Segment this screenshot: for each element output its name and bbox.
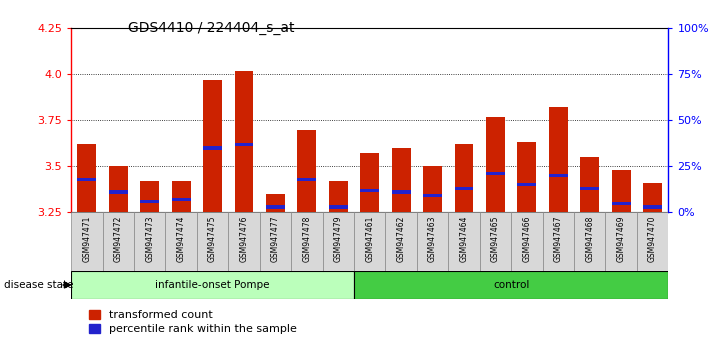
Text: GSM947478: GSM947478: [302, 215, 311, 262]
FancyBboxPatch shape: [574, 212, 606, 271]
Bar: [454, 144, 474, 212]
Bar: [486, 117, 505, 212]
Bar: [297, 178, 316, 181]
Bar: [518, 183, 536, 187]
Bar: [611, 170, 631, 212]
Bar: [423, 166, 442, 212]
Bar: [549, 108, 568, 212]
FancyBboxPatch shape: [71, 271, 354, 299]
FancyBboxPatch shape: [228, 212, 260, 271]
Bar: [235, 71, 253, 212]
Text: control: control: [493, 280, 530, 290]
Text: disease state: disease state: [4, 280, 73, 290]
FancyBboxPatch shape: [102, 212, 134, 271]
FancyBboxPatch shape: [354, 212, 385, 271]
Bar: [392, 190, 410, 194]
FancyBboxPatch shape: [637, 212, 668, 271]
Text: GSM947471: GSM947471: [82, 215, 91, 262]
Bar: [109, 190, 128, 194]
Text: GSM947479: GSM947479: [333, 215, 343, 262]
Bar: [518, 142, 536, 212]
Bar: [360, 154, 379, 212]
Bar: [203, 146, 222, 150]
Text: GSM947476: GSM947476: [240, 215, 248, 262]
Bar: [549, 174, 568, 177]
Bar: [392, 148, 410, 212]
Bar: [297, 130, 316, 212]
Text: GSM947467: GSM947467: [554, 215, 563, 262]
Text: GSM947462: GSM947462: [397, 215, 406, 262]
Bar: [203, 80, 222, 212]
Text: GSM947468: GSM947468: [585, 215, 594, 262]
Bar: [423, 194, 442, 198]
Text: GDS4410 / 224404_s_at: GDS4410 / 224404_s_at: [128, 21, 294, 35]
Text: infantile-onset Pompe: infantile-onset Pompe: [155, 280, 269, 290]
Bar: [360, 189, 379, 192]
Bar: [109, 166, 128, 212]
Bar: [643, 183, 662, 212]
Bar: [266, 194, 285, 212]
Text: GSM947461: GSM947461: [365, 215, 374, 262]
Text: GSM947472: GSM947472: [114, 215, 123, 262]
FancyBboxPatch shape: [166, 212, 197, 271]
Bar: [580, 157, 599, 212]
Text: GSM947477: GSM947477: [271, 215, 280, 262]
FancyBboxPatch shape: [480, 212, 511, 271]
Bar: [486, 172, 505, 175]
Bar: [611, 201, 631, 205]
FancyBboxPatch shape: [606, 212, 637, 271]
Bar: [329, 205, 348, 209]
FancyBboxPatch shape: [449, 212, 480, 271]
Bar: [77, 178, 96, 181]
FancyBboxPatch shape: [260, 212, 291, 271]
Bar: [140, 200, 159, 203]
Bar: [580, 187, 599, 190]
Bar: [329, 181, 348, 212]
Text: GSM947463: GSM947463: [428, 215, 437, 262]
Text: GSM947475: GSM947475: [208, 215, 217, 262]
FancyBboxPatch shape: [354, 271, 668, 299]
Legend: transformed count, percentile rank within the sample: transformed count, percentile rank withi…: [89, 310, 296, 334]
Text: GSM947470: GSM947470: [648, 215, 657, 262]
FancyBboxPatch shape: [134, 212, 166, 271]
Bar: [77, 144, 96, 212]
Bar: [171, 181, 191, 212]
FancyBboxPatch shape: [71, 212, 102, 271]
FancyBboxPatch shape: [323, 212, 354, 271]
FancyBboxPatch shape: [417, 212, 449, 271]
Text: GSM947464: GSM947464: [459, 215, 469, 262]
Bar: [266, 205, 285, 209]
FancyBboxPatch shape: [542, 212, 574, 271]
Bar: [171, 198, 191, 201]
Bar: [454, 187, 474, 190]
FancyBboxPatch shape: [197, 212, 228, 271]
Text: GSM947466: GSM947466: [523, 215, 531, 262]
Text: GSM947465: GSM947465: [491, 215, 500, 262]
FancyBboxPatch shape: [385, 212, 417, 271]
Text: GSM947474: GSM947474: [176, 215, 186, 262]
Text: GSM947473: GSM947473: [145, 215, 154, 262]
Text: GSM947469: GSM947469: [616, 215, 626, 262]
FancyBboxPatch shape: [511, 212, 542, 271]
Bar: [235, 143, 253, 146]
Bar: [643, 205, 662, 209]
Bar: [140, 181, 159, 212]
FancyBboxPatch shape: [291, 212, 323, 271]
